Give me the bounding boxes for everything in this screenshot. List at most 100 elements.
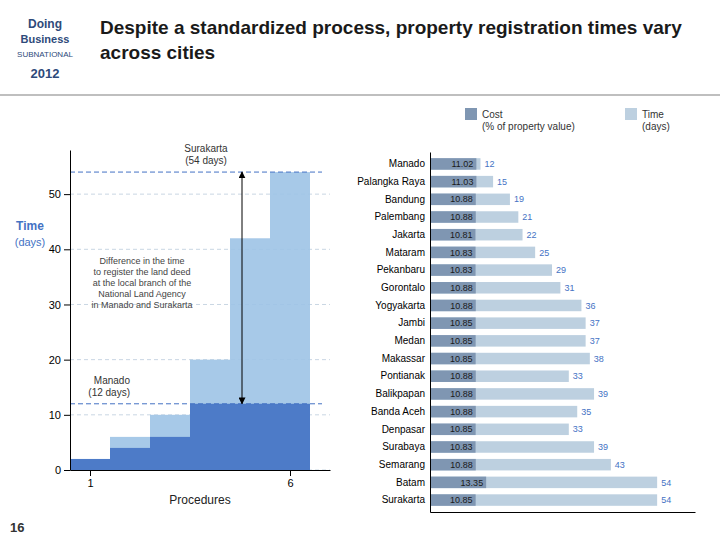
bar — [430, 176, 493, 187]
y-tick: Manado — [389, 158, 430, 169]
y-tick-label: Mataram — [386, 247, 425, 258]
bar — [430, 388, 476, 399]
data-label: 38 — [594, 354, 604, 364]
bar — [150, 415, 190, 470]
y-tick: Jambi — [398, 317, 430, 328]
x-axis: 16 — [71, 470, 331, 489]
bar — [430, 282, 476, 293]
x-tick-mark — [90, 470, 91, 476]
text-line: (54 days) — [185, 155, 227, 166]
text-line: Manado — [94, 375, 131, 386]
data-label: 43 — [615, 460, 625, 470]
bar — [430, 424, 569, 435]
bar — [270, 172, 310, 470]
bar — [430, 370, 569, 381]
data-label: 11.02 — [451, 159, 473, 169]
bar — [430, 229, 475, 240]
y-tick-label: Surabaya — [382, 441, 425, 452]
y-tick: 10 — [49, 409, 70, 421]
data-label: 33 — [573, 424, 583, 434]
data-label: 19 — [514, 194, 524, 204]
data-label: 39 — [598, 442, 608, 452]
bar — [430, 300, 581, 311]
data-label: 54 — [661, 495, 671, 505]
y-tick: Balikpapan — [376, 388, 430, 399]
text-line: Time — [642, 109, 664, 120]
bar — [430, 264, 552, 275]
data-label: 15 — [497, 177, 507, 187]
data-label: 10.85 — [450, 354, 473, 364]
bar — [70, 459, 110, 470]
plot-area — [430, 158, 657, 506]
y-tick-label: 10 — [49, 409, 61, 421]
text-line: National Land Agency — [98, 289, 186, 299]
plot-area — [70, 172, 322, 470]
data-label: 10.85 — [450, 318, 473, 328]
y-axis-label: Time — [16, 219, 44, 233]
x-axis — [431, 512, 696, 513]
bar — [430, 194, 510, 205]
bar — [430, 441, 476, 452]
data-label: 22 — [527, 230, 537, 240]
bar — [430, 477, 486, 488]
data-labels: 11.0211.0310.8810.8810.8110.8310.8310.88… — [450, 159, 671, 505]
y-tick-label: Semarang — [379, 459, 425, 470]
y-tick-label: Surakarta — [382, 494, 426, 505]
y-axis: ManadoPalangka RayaBandungPalembangJakar… — [357, 153, 430, 513]
bar — [430, 335, 586, 346]
legend-swatch — [465, 108, 477, 120]
y-tick: 50 — [49, 188, 70, 200]
y-tick: Surakarta — [382, 494, 430, 505]
bar — [430, 317, 586, 328]
x-tick: 1 — [87, 470, 93, 489]
text-line: (12 days) — [88, 387, 130, 398]
y-tick-label: Gorontalo — [381, 282, 425, 293]
data-label: 33 — [573, 371, 583, 381]
y-tick: 20 — [49, 354, 70, 366]
y-axis-label: (days) — [15, 236, 46, 248]
data-label: 10.88 — [450, 460, 473, 470]
text-line: (days) — [642, 121, 670, 132]
x-tick: 6 — [287, 470, 293, 489]
bar — [430, 176, 476, 187]
y-tick-mark — [64, 304, 70, 305]
bar — [430, 441, 594, 452]
data-label: 10.83 — [450, 265, 473, 275]
y-tick-label: Bandung — [385, 194, 425, 205]
reference-line — [70, 403, 322, 404]
bar — [430, 459, 476, 470]
y-tick: Jakarta — [392, 229, 430, 240]
y-tick-label: Medan — [394, 335, 425, 346]
y-tick-label: Batam — [396, 477, 425, 488]
data-label: 10.88 — [450, 407, 473, 417]
text-line: Difference in the time — [100, 256, 185, 266]
data-label: 29 — [556, 265, 566, 275]
data-label: 10.83 — [450, 248, 473, 258]
bar — [430, 335, 476, 346]
bar — [230, 404, 270, 470]
data-label: 21 — [522, 212, 532, 222]
bar — [430, 353, 476, 364]
bar — [430, 211, 518, 222]
data-label: 37 — [590, 318, 600, 328]
title: Despite a standardized process, property… — [100, 16, 700, 65]
annotation: Difference in the timeto register the la… — [91, 256, 192, 310]
y-tick-label: Makassar — [382, 353, 426, 364]
bar — [430, 317, 476, 328]
y-tick: Mataram — [386, 247, 430, 258]
y-axis-line — [430, 153, 431, 513]
y-axis: 01020304050 — [49, 151, 71, 477]
data-label: 35 — [581, 407, 591, 417]
y-tick: Batam — [396, 477, 430, 488]
y-tick: Bandung — [385, 194, 430, 205]
data-label: 10.85 — [450, 336, 473, 346]
y-tick-mark — [64, 470, 70, 471]
y-tick-label: Pekanbaru — [377, 264, 425, 275]
legend-label: Cost(% of property value) — [482, 109, 575, 132]
x-axis-line — [431, 512, 696, 513]
y-tick: Surabaya — [382, 441, 430, 452]
bar — [230, 238, 270, 470]
x-tick-mark — [290, 470, 291, 476]
y-tick-label: 50 — [49, 188, 61, 200]
x-tick-label: 1 — [87, 477, 93, 489]
